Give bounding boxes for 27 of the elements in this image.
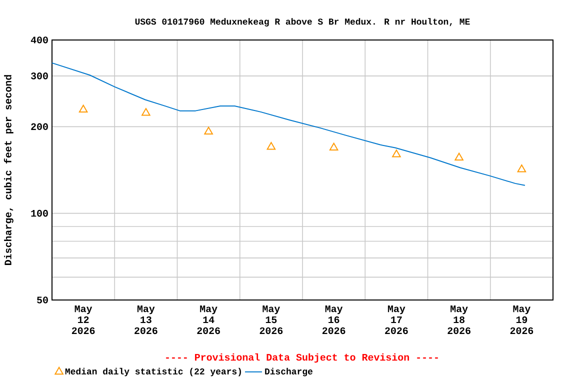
line-series xyxy=(52,62,526,186)
x-tick-label: May 19 2026 xyxy=(510,306,534,334)
x-tick-label: May 13 2026 xyxy=(134,306,158,334)
y-tick-label: 400 xyxy=(30,36,48,44)
y-tick-label: 100 xyxy=(31,210,48,217)
point xyxy=(204,126,213,135)
x-tick-label: May 12 2026 xyxy=(72,306,95,334)
x-tick-label: May 14 2026 xyxy=(197,306,220,334)
x-tick-label: May 16 2026 xyxy=(322,306,346,334)
y-tick-label: 300 xyxy=(30,72,48,80)
legend-label: Discharge xyxy=(265,368,312,376)
y-tick-label: 50 xyxy=(37,296,48,304)
point xyxy=(142,108,150,116)
point xyxy=(392,150,401,158)
chart-title: USGS 01017960 Meduxnekeag R above S Br Medux. R nr Houlton, ME xyxy=(135,18,470,26)
point xyxy=(329,142,338,150)
y-tick-label: 200 xyxy=(31,123,48,130)
y-axis-title: Discharge, cubic feet per second xyxy=(4,75,14,265)
text: ---- Provisional Data Subject to Revision ---- xyxy=(166,353,438,363)
x-tick-label: May 17 2026 xyxy=(385,306,408,334)
legend-label: Median daily statistic (22 years) xyxy=(65,368,241,376)
point xyxy=(266,142,276,150)
point xyxy=(517,164,526,172)
x-tick-label: May 18 2026 xyxy=(448,306,470,334)
point xyxy=(454,152,464,160)
point xyxy=(78,104,88,112)
x-tick-label: May 15 2026 xyxy=(260,306,283,334)
